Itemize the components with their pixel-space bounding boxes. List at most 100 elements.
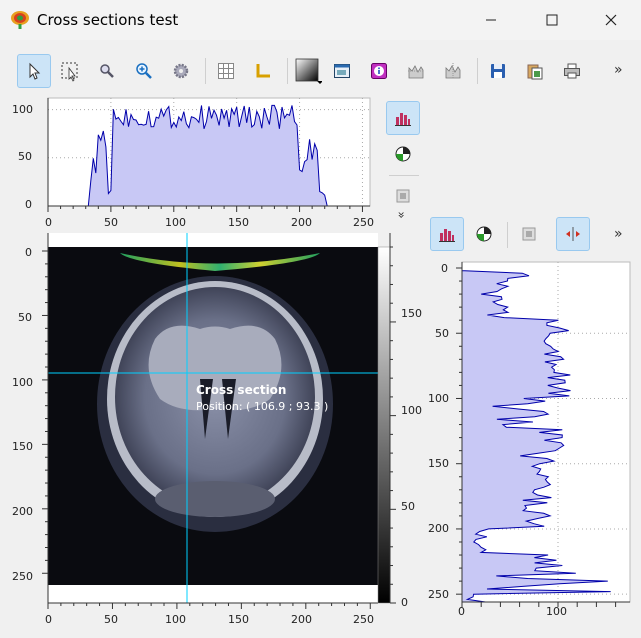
app-logo-icon: [11, 11, 29, 29]
arrow-cursor-icon: [29, 62, 41, 80]
image-ytick: 200: [12, 505, 33, 518]
mri-scalp-region: [120, 253, 320, 271]
y-cross-section-plot: [456, 261, 631, 607]
snapshot-icon: [334, 64, 350, 78]
y-section-autoscale-button[interactable]: [467, 217, 501, 251]
colorbar-tick: 150: [401, 307, 422, 320]
info-button[interactable]: [362, 54, 396, 88]
close-button[interactable]: [588, 0, 634, 40]
xcross-section-icon: [408, 65, 424, 79]
x-section-xtick: 50: [104, 216, 118, 229]
tooltip-title: Cross section: [196, 383, 287, 397]
gear-icon: [173, 63, 189, 79]
x-section-xtick: 200: [291, 216, 312, 229]
y-section-ytick: 0: [441, 262, 448, 275]
close-icon: [605, 14, 617, 26]
copy-button[interactable]: [518, 54, 552, 88]
maximize-icon: [546, 14, 558, 26]
y-section-ytick: 150: [428, 457, 449, 470]
select-tool-button[interactable]: [17, 54, 51, 88]
cross-arrows-icon: [566, 227, 580, 241]
grid-button[interactable]: [209, 54, 243, 88]
magnifier-icon: [100, 64, 114, 78]
pie-icon: [395, 146, 411, 162]
image-xtick: 50: [104, 613, 118, 626]
maximize-button[interactable]: [529, 0, 575, 40]
x-section-lock-button[interactable]: [386, 179, 420, 213]
image-ytick: 100: [12, 376, 33, 389]
y-section-cross-button[interactable]: [556, 217, 590, 251]
image-xtick: 250: [353, 613, 374, 626]
image-ytick: 250: [12, 570, 33, 583]
y-section-ytick: 100: [428, 392, 449, 405]
rect-zoom-button[interactable]: [53, 54, 87, 88]
rect-zoom-icon: [61, 62, 78, 82]
mri-cerebellum: [155, 481, 275, 517]
main-toolbar: »: [0, 48, 641, 94]
zoom-fit-button[interactable]: [127, 54, 161, 88]
toolbar-separator: [205, 58, 206, 84]
image-xtick: 150: [228, 613, 249, 626]
title-bar: Cross sections test: [0, 0, 641, 40]
x-section-xtick: 150: [228, 216, 249, 229]
save-icon: [491, 64, 505, 78]
image-ytick: 0: [25, 246, 32, 259]
x-section-ytick: 0: [25, 198, 32, 211]
image-ytick: 150: [12, 440, 33, 453]
info-icon: [371, 63, 387, 79]
y-section-ytick: 250: [428, 588, 449, 601]
x-section-autoscale-button[interactable]: [386, 137, 420, 171]
side-separator: [507, 222, 508, 248]
side-separator: [389, 175, 419, 176]
print-button[interactable]: [555, 54, 589, 88]
zoom-button[interactable]: [90, 54, 124, 88]
x-section-more-button[interactable]: »: [394, 211, 409, 219]
pie-icon: [476, 226, 492, 242]
x-section-ytick: 100: [12, 103, 33, 116]
settings-button[interactable]: [164, 54, 198, 88]
image-xtick: 100: [165, 613, 186, 626]
grid-icon: [218, 63, 234, 79]
bar-chart-icon: [439, 229, 455, 242]
toolbar-more-button[interactable]: »: [614, 62, 623, 78]
colorbar: [377, 246, 391, 604]
image-xtick: 200: [291, 613, 312, 626]
mri-ventricle-right: [222, 379, 236, 439]
lock-scale-icon: [522, 227, 536, 241]
lock-scale-icon: [396, 189, 410, 203]
toolbar-separator: [477, 58, 478, 84]
y-section-profile-button[interactable]: [430, 217, 464, 251]
ycross-section-button[interactable]: [436, 54, 470, 88]
window-title: Cross sections test: [37, 11, 179, 29]
print-icon: [564, 63, 580, 79]
minimize-icon: [486, 19, 496, 21]
bar-chart-icon: [395, 113, 411, 126]
tooltip-position: Position: ( 106.9 ; 93.3 ): [196, 400, 329, 413]
xcross-section-button[interactable]: [399, 54, 433, 88]
y-section-more-button[interactable]: »: [614, 226, 623, 242]
colormap-button[interactable]: [291, 54, 325, 88]
x-section-profile-button[interactable]: [386, 101, 420, 135]
x-cross-section-plot: [47, 97, 371, 212]
x-section-xtick: 100: [165, 216, 186, 229]
x-section-xtick: 0: [45, 216, 52, 229]
mri-ventricle-left: [200, 379, 213, 439]
y-section-ytick: 200: [428, 522, 449, 535]
axes-button[interactable]: [246, 54, 280, 88]
toolbar-separator: [287, 58, 288, 84]
x-section-curve: [48, 104, 370, 207]
y-section-xtick: 100: [546, 605, 567, 618]
colorbar-tick: 0: [401, 596, 408, 609]
y-section-curve: [461, 268, 611, 603]
save-button[interactable]: [481, 54, 515, 88]
y-section-lock-button[interactable]: [512, 217, 546, 251]
image-xtick: 0: [45, 613, 52, 626]
snapshot-button[interactable]: [325, 54, 359, 88]
y-section-ytick: 50: [435, 327, 449, 340]
minimize-button[interactable]: [468, 0, 514, 40]
zoom-in-icon: [136, 63, 152, 79]
copy-icon: [527, 64, 543, 80]
image-ytick: 50: [18, 311, 32, 324]
y-section-xtick: 0: [458, 605, 465, 618]
colormap-icon: [295, 58, 322, 84]
